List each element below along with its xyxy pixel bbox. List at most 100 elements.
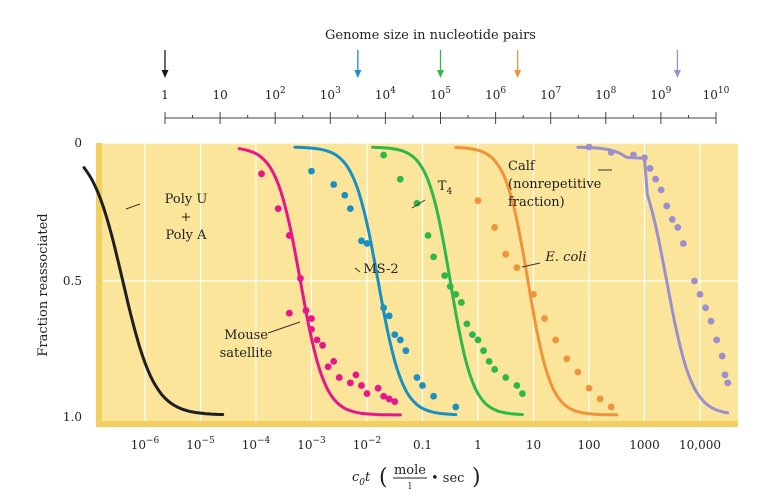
series-label-leader bbox=[411, 199, 426, 209]
data-point bbox=[491, 224, 499, 231]
data-point bbox=[463, 320, 471, 328]
data-point bbox=[596, 395, 604, 403]
data-point bbox=[313, 336, 321, 344]
data-point bbox=[419, 382, 426, 389]
genome-size-arrowhead bbox=[354, 70, 362, 78]
data-point bbox=[308, 315, 315, 322]
data-point bbox=[530, 291, 537, 298]
data-point bbox=[491, 366, 499, 373]
x-axis-tick-label: 10,000 bbox=[679, 438, 721, 452]
data-point bbox=[358, 237, 365, 245]
data-point bbox=[430, 392, 437, 400]
data-point bbox=[607, 148, 615, 156]
data-point bbox=[424, 232, 432, 239]
data-point bbox=[330, 358, 338, 365]
data-point bbox=[519, 390, 526, 397]
data-point bbox=[308, 325, 315, 333]
x-axis-tick-label: 1000 bbox=[629, 438, 660, 452]
data-point bbox=[363, 240, 371, 247]
series-label-leader bbox=[354, 267, 361, 273]
data-point bbox=[585, 143, 593, 151]
series-label: Poly U bbox=[165, 192, 208, 207]
series-curve-0 bbox=[82, 166, 225, 416]
data-point bbox=[380, 151, 388, 159]
data-point bbox=[713, 336, 721, 344]
data-point bbox=[374, 384, 382, 392]
x-axis-unit-denominator: l bbox=[409, 482, 412, 492]
genome-axis-tick-label: 10 bbox=[212, 88, 227, 102]
x-axis-label-c0t: c0t bbox=[352, 470, 371, 488]
series-label: Calf bbox=[508, 159, 536, 174]
data-point bbox=[380, 304, 388, 312]
data-point bbox=[297, 274, 304, 282]
x-axis-tick-label: 100 bbox=[578, 438, 601, 452]
genome-axis-title: Genome size in nucleotide pairs bbox=[325, 28, 536, 43]
x-axis-unit-tail: • sec bbox=[431, 471, 464, 486]
data-point bbox=[630, 151, 637, 159]
genome-axis-tick-label: 104 bbox=[375, 86, 396, 102]
genome-axis-tick-label: 108 bbox=[595, 86, 616, 102]
data-point bbox=[474, 336, 482, 344]
data-point bbox=[457, 299, 465, 306]
x-axis-unit-numerator: mole bbox=[394, 463, 426, 478]
data-point bbox=[718, 352, 726, 360]
data-point bbox=[302, 307, 310, 314]
x-axis-tick-label: 0.1 bbox=[413, 438, 432, 452]
plot-background bbox=[96, 143, 738, 427]
genome-axis-tick-label: 105 bbox=[430, 86, 451, 102]
data-point bbox=[380, 392, 388, 400]
genome-axis-tick-label: 1 bbox=[161, 88, 169, 102]
data-point bbox=[258, 170, 265, 178]
data-point bbox=[702, 304, 709, 312]
data-point bbox=[391, 398, 399, 405]
x-axis-label-paren-close: ) bbox=[472, 465, 481, 490]
series-curve-3 bbox=[371, 145, 524, 416]
data-point bbox=[452, 403, 460, 411]
data-point bbox=[502, 374, 510, 381]
data-point bbox=[441, 272, 449, 280]
genome-axis-tick-label: 103 bbox=[320, 86, 341, 102]
data-point bbox=[696, 291, 704, 298]
series-label: Mouse bbox=[224, 328, 268, 343]
data-point bbox=[469, 331, 476, 338]
data-point bbox=[652, 175, 659, 183]
data-point bbox=[285, 232, 293, 239]
data-point bbox=[679, 240, 687, 247]
data-point bbox=[335, 374, 343, 381]
series-curve-1 bbox=[237, 147, 402, 417]
data-point bbox=[585, 384, 593, 392]
data-point bbox=[363, 390, 371, 397]
series-curve-2 bbox=[293, 145, 458, 417]
x-axis-label-paren-open: ( bbox=[379, 465, 388, 490]
data-point bbox=[641, 154, 648, 162]
genome-size-arrowhead bbox=[673, 70, 681, 78]
data-point bbox=[574, 368, 582, 376]
data-point bbox=[274, 205, 282, 213]
series-label: Poly A bbox=[165, 228, 207, 243]
series-label: MS-2 bbox=[363, 262, 398, 277]
genome-size-arrowhead bbox=[437, 70, 444, 78]
data-point bbox=[402, 347, 410, 355]
data-point bbox=[330, 181, 338, 188]
series-label-leader bbox=[125, 203, 141, 210]
plot-bottom-band bbox=[96, 421, 738, 427]
data-point bbox=[341, 191, 349, 199]
genome-axis-tick-label: 107 bbox=[540, 86, 561, 102]
x-axis-tick-label: 10−5 bbox=[186, 436, 215, 452]
data-point bbox=[724, 379, 732, 387]
x-axis-tick-label: 10−3 bbox=[297, 436, 326, 452]
data-point bbox=[541, 315, 548, 322]
genome-size-arrowhead bbox=[161, 70, 169, 78]
data-point bbox=[430, 253, 437, 261]
x-axis-tick-label: 10−6 bbox=[131, 436, 160, 452]
data-point bbox=[385, 312, 393, 320]
data-point bbox=[513, 264, 521, 271]
data-point bbox=[319, 341, 326, 349]
genome-axis-tick-label: 102 bbox=[265, 86, 286, 102]
data-point bbox=[324, 363, 332, 371]
data-point bbox=[446, 282, 454, 290]
data-point bbox=[452, 291, 460, 298]
data-point bbox=[396, 336, 404, 344]
series-curve-4 bbox=[454, 146, 619, 417]
y-axis-tick-label: 0.5 bbox=[63, 274, 82, 288]
